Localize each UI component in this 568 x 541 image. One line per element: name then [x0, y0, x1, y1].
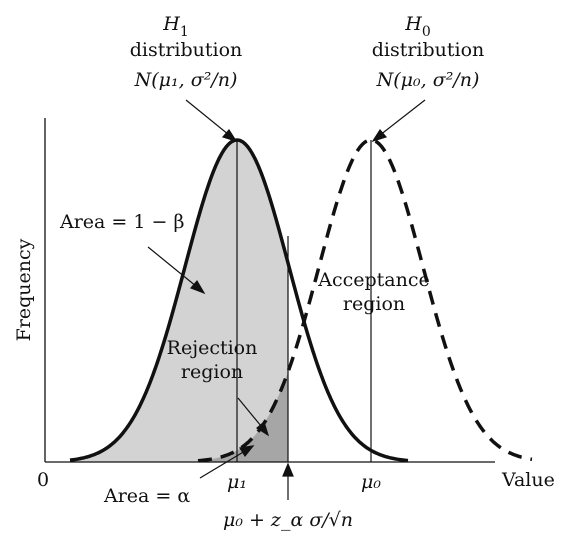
h0-distribution-label: distribution [372, 39, 485, 61]
h0-pointer-head [371, 128, 388, 143]
h0-pointer-line [374, 99, 426, 140]
power-area-fill [70, 140, 288, 462]
h1-curve [69, 138, 409, 463]
mu1-tick-label: μ₁ [227, 471, 247, 493]
h1-pointer-line [185, 99, 235, 140]
rejection-pointer-head [255, 420, 270, 437]
rejection-label-line2: region [181, 361, 243, 383]
h1-distribution-label: distribution [130, 39, 243, 61]
h1-pointer-head [221, 128, 238, 143]
power-pointer-line [147, 246, 203, 292]
h1-title: H1 [162, 13, 189, 40]
h0-spec-label: N(μ₀, σ²/n) [376, 69, 480, 91]
critical-value-label: μ₀ + z_α σ/√n [223, 509, 353, 531]
h0-curve [197, 138, 533, 463]
alpha-pointer-head [239, 445, 255, 458]
critical-pointer-head [282, 462, 294, 477]
h0-title: H0 [404, 13, 431, 40]
alpha-pointer-line [199, 447, 251, 479]
power-pointer-head [189, 279, 206, 295]
alpha-area-label: Area = α [103, 485, 190, 507]
mu0-tick-label: μ₀ [361, 471, 381, 493]
x-axis-label: Value [501, 469, 555, 491]
y-axis-label: Frequency [13, 238, 35, 341]
power-area-label: Area = 1 − β [59, 211, 184, 233]
acceptance-label-line1: Acceptance [317, 269, 430, 291]
alpha-area-fill [198, 371, 288, 462]
h1-spec-label: N(μ₁, σ²/n) [134, 69, 238, 91]
acceptance-label-line2: region [343, 293, 405, 315]
rejection-label-line1: Rejection [167, 337, 258, 359]
origin-label: 0 [37, 469, 49, 491]
